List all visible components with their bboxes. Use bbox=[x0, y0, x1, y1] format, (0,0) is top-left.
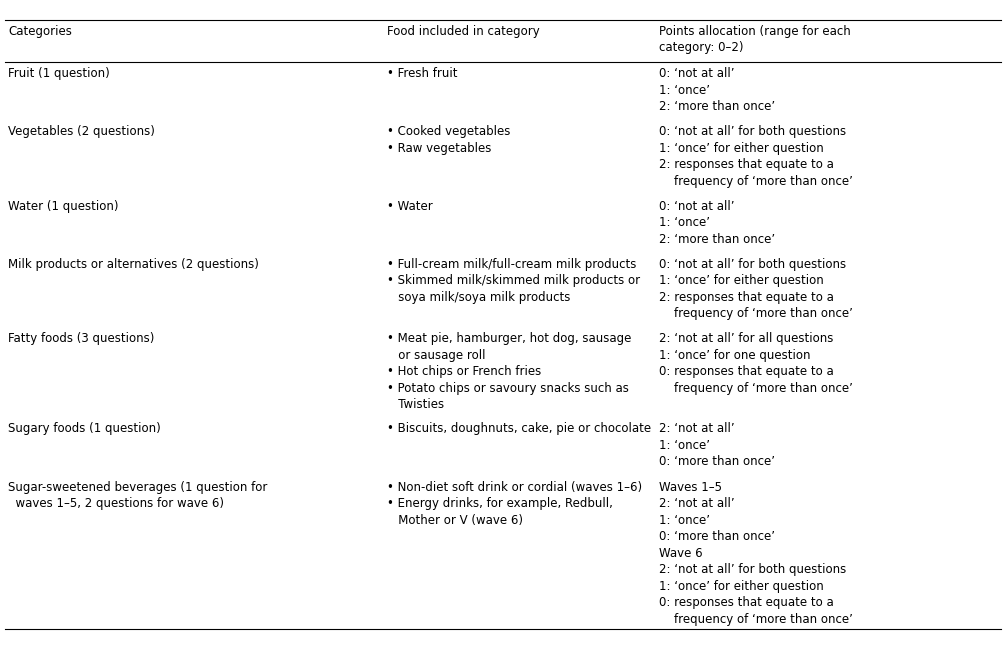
Text: Water (1 question): Water (1 question) bbox=[8, 199, 119, 213]
Text: 2: ‘not at all’ for all questions
1: ‘once’ for one question
0: responses that e: 2: ‘not at all’ for all questions 1: ‘on… bbox=[659, 332, 853, 394]
Text: Waves 1–5
2: ‘not at all’
1: ‘once’
0: ‘more than once’
Wave 6
2: ‘not at all’ f: Waves 1–5 2: ‘not at all’ 1: ‘once’ 0: ‘… bbox=[659, 481, 853, 626]
Text: Fruit (1 question): Fruit (1 question) bbox=[8, 67, 110, 80]
Text: Sugar-sweetened beverages (1 question for
  waves 1–5, 2 questions for wave 6): Sugar-sweetened beverages (1 question fo… bbox=[8, 481, 268, 510]
Text: • Water: • Water bbox=[387, 199, 433, 213]
Text: 0: ‘not at all’ for both questions
1: ‘once’ for either question
2: responses th: 0: ‘not at all’ for both questions 1: ‘o… bbox=[659, 126, 853, 188]
Text: Points allocation (range for each
category: 0–2): Points allocation (range for each catego… bbox=[659, 25, 851, 54]
Text: Sugary foods (1 question): Sugary foods (1 question) bbox=[8, 422, 161, 436]
Text: • Non-diet soft drink or cordial (waves 1–6)
• Energy drinks, for example, Redbu: • Non-diet soft drink or cordial (waves … bbox=[387, 481, 643, 526]
Text: • Fresh fruit: • Fresh fruit bbox=[387, 67, 458, 80]
Text: Categories: Categories bbox=[8, 25, 71, 38]
Text: • Cooked vegetables
• Raw vegetables: • Cooked vegetables • Raw vegetables bbox=[387, 126, 511, 155]
Text: Vegetables (2 questions): Vegetables (2 questions) bbox=[8, 126, 155, 139]
Text: 0: ‘not at all’
1: ‘once’
2: ‘more than once’: 0: ‘not at all’ 1: ‘once’ 2: ‘more than … bbox=[659, 199, 775, 246]
Text: 2: ‘not at all’
1: ‘once’
0: ‘more than once’: 2: ‘not at all’ 1: ‘once’ 0: ‘more than … bbox=[659, 422, 775, 468]
Text: 0: ‘not at all’ for both questions
1: ‘once’ for either question
2: responses th: 0: ‘not at all’ for both questions 1: ‘o… bbox=[659, 258, 853, 320]
Text: • Meat pie, hamburger, hot dog, sausage
   or sausage roll
• Hot chips or French: • Meat pie, hamburger, hot dog, sausage … bbox=[387, 332, 632, 411]
Text: Food included in category: Food included in category bbox=[387, 25, 540, 38]
Text: • Full-cream milk/full-cream milk products
• Skimmed milk/skimmed milk products : • Full-cream milk/full-cream milk produc… bbox=[387, 258, 641, 304]
Text: • Biscuits, doughnuts, cake, pie or chocolate: • Biscuits, doughnuts, cake, pie or choc… bbox=[387, 422, 652, 436]
Text: Milk products or alternatives (2 questions): Milk products or alternatives (2 questio… bbox=[8, 258, 259, 271]
Text: 0: ‘not at all’
1: ‘once’
2: ‘more than once’: 0: ‘not at all’ 1: ‘once’ 2: ‘more than … bbox=[659, 67, 775, 113]
Text: Fatty foods (3 questions): Fatty foods (3 questions) bbox=[8, 332, 155, 345]
